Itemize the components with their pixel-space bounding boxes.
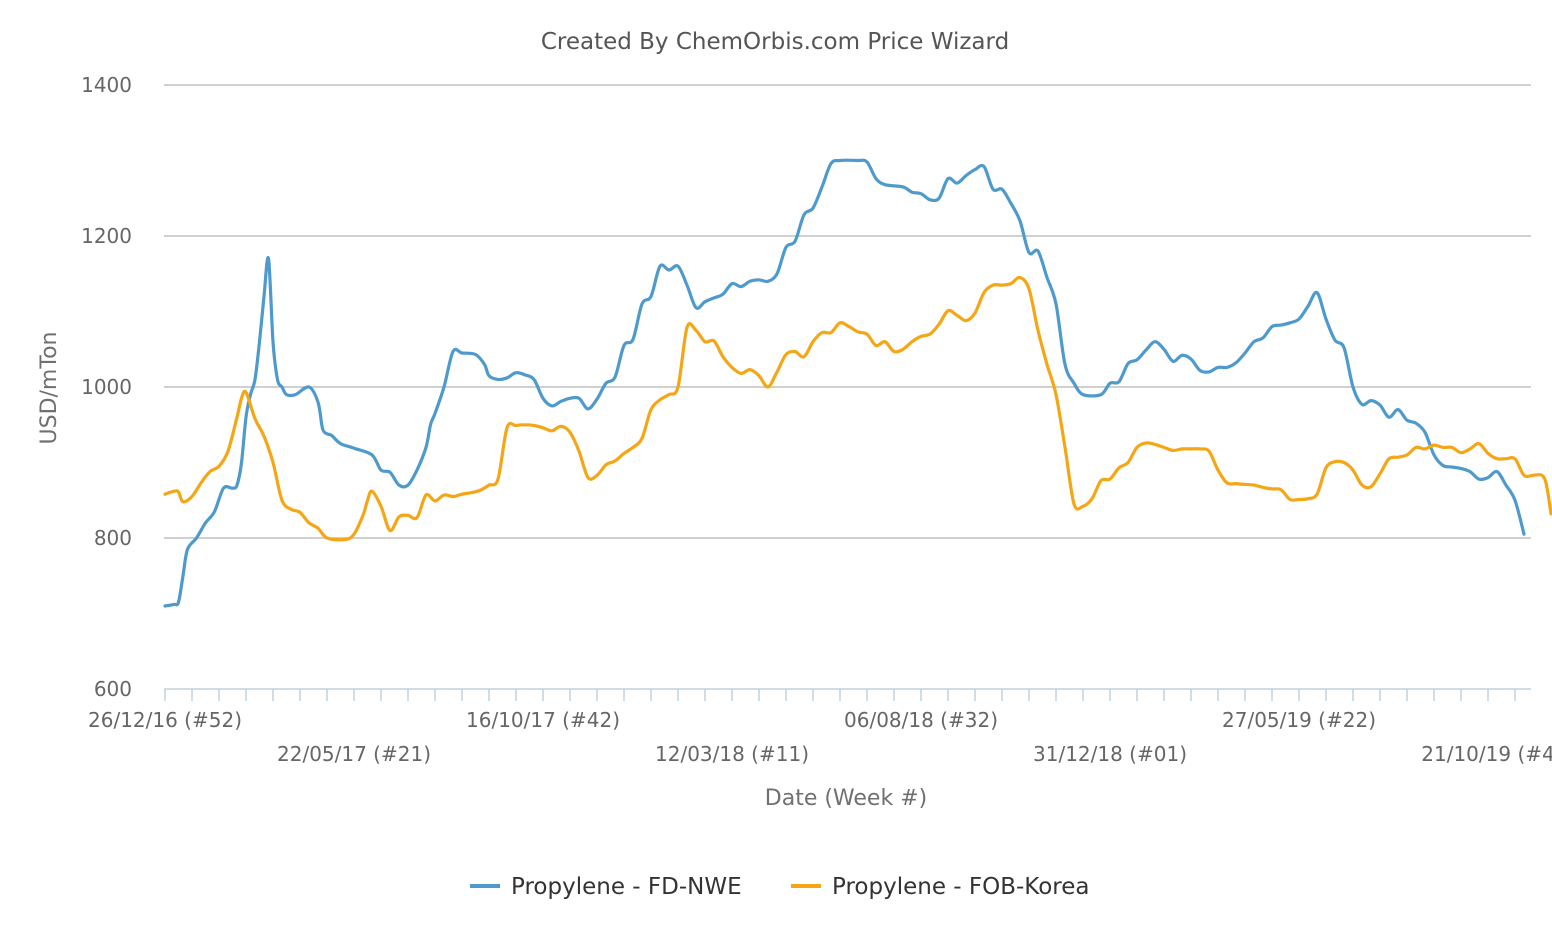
- y-tick-label: 800: [94, 526, 132, 550]
- series-lines: [163, 158, 1552, 608]
- y-tick-label: 1200: [81, 224, 132, 248]
- series-line-fd-nwe: [163, 158, 1526, 608]
- x-tick-label: 21/10/19 (#4: [1421, 742, 1552, 766]
- legend-item-fob-korea[interactable]: Propylene - FOB-Korea: [791, 874, 1090, 900]
- x-tick-label: 22/05/17 (#21): [277, 742, 431, 766]
- x-tick-label: 16/10/17 (#42): [466, 708, 620, 732]
- gridlines: [164, 84, 1531, 539]
- series-line-fob-korea: [163, 275, 1552, 542]
- x-tick-label: 31/12/18 (#01): [1033, 742, 1187, 766]
- legend-item-fd-nwe[interactable]: Propylene - FD-NWE: [470, 874, 742, 900]
- y-axis-label: USD/mTon: [37, 332, 62, 445]
- y-tick-label: 600: [94, 677, 132, 701]
- legend-label: Propylene - FOB-Korea: [832, 874, 1090, 900]
- legend-label: Propylene - FD-NWE: [511, 874, 742, 900]
- x-axis: 26/12/16 (#52) 22/05/17 (#21) 16/10/17 (#4…: [88, 688, 1552, 766]
- x-tick-label: 06/08/18 (#32): [844, 708, 998, 732]
- y-tick-label: 1000: [81, 375, 132, 399]
- chart-title: Created By ChemOrbis.com Price Wizard: [541, 29, 1009, 55]
- legend: Propylene - FD-NWE Propylene - FOB-Korea: [470, 874, 1090, 900]
- x-tick-label: 27/05/19 (#22): [1222, 708, 1376, 732]
- x-tick-label: 12/03/18 (#11): [655, 742, 809, 766]
- x-axis-label: Date (Week #): [765, 786, 927, 811]
- y-axis-ticks: 600 800 1000 1200 1400: [81, 73, 132, 701]
- x-tick-label: 26/12/16 (#52): [88, 708, 242, 732]
- y-tick-label: 1400: [81, 73, 132, 97]
